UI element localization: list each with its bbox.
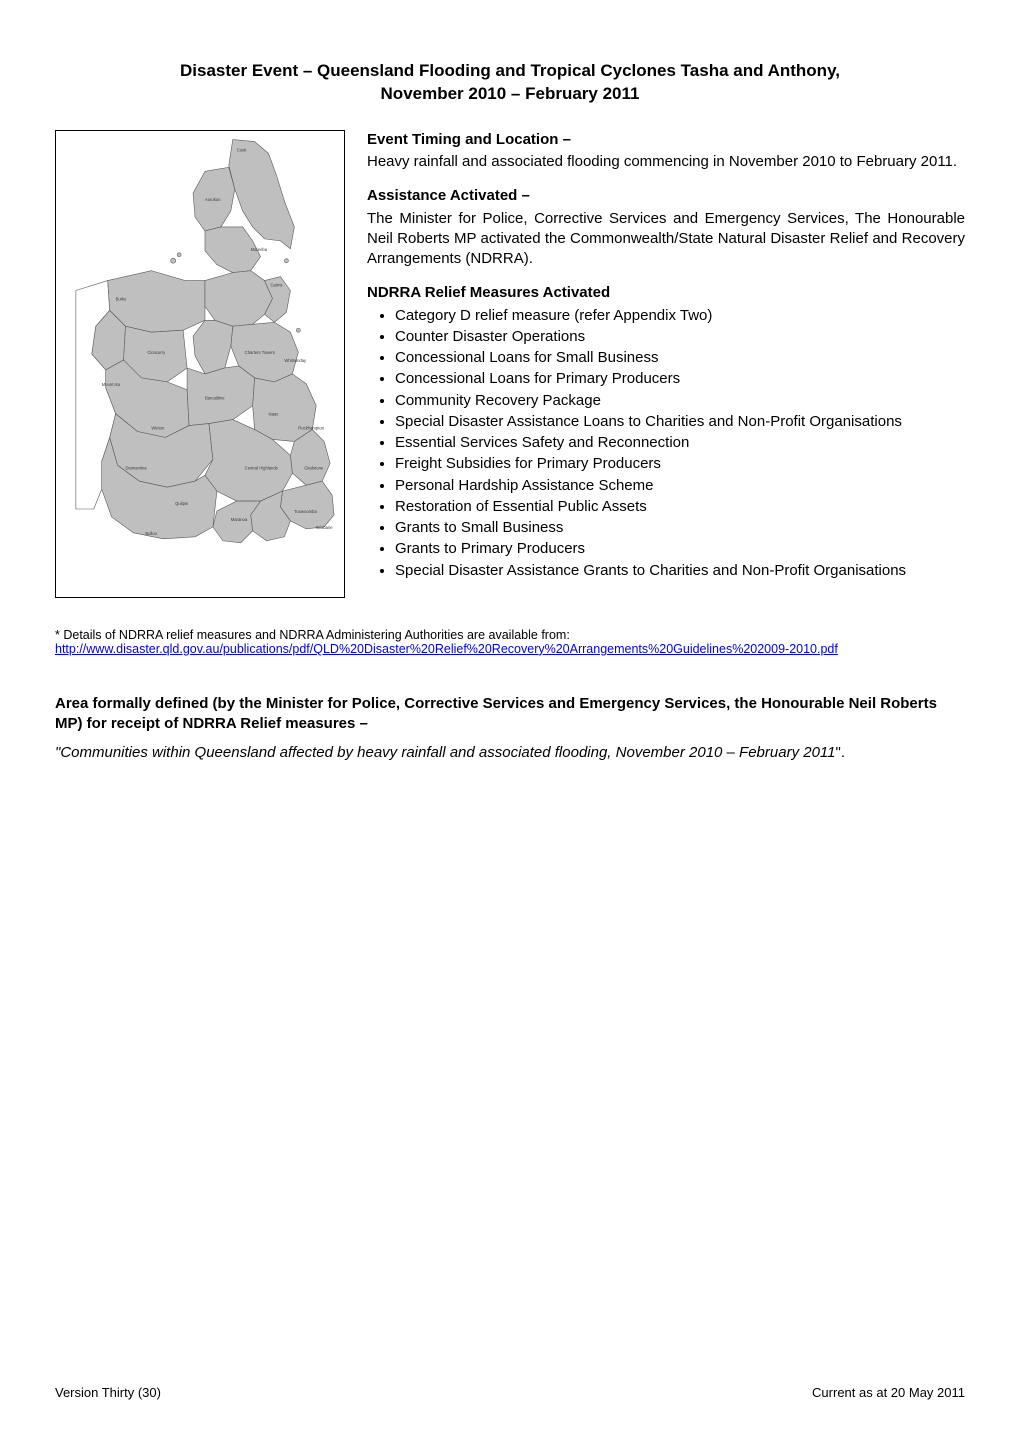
measure-item: Counter Disaster Operations [395,327,965,347]
svg-text:Isaac: Isaac [269,412,279,417]
area-body-italic: "Communities within Queensland affected … [55,744,836,761]
measure-item: Restoration of Essential Public Assets [395,497,965,517]
svg-text:Barcaldine: Barcaldine [205,396,225,401]
footer-right: Current as at 20 May 2011 [812,1385,965,1400]
svg-text:Gladstone: Gladstone [304,465,324,470]
svg-text:Bulloo: Bulloo [145,531,157,536]
svg-text:Cook: Cook [237,147,248,152]
footnote-link[interactable]: http://www.disaster.qld.gov.au/publicati… [55,642,838,656]
timing-heading: Event Timing and Location – [367,130,965,150]
area-body: "Communities within Queensland affected … [55,744,965,761]
svg-text:Quilpie: Quilpie [175,501,189,506]
measure-item: Grants to Primary Producers [395,539,965,559]
timing-body: Heavy rainfall and associated flooding c… [367,152,965,172]
title-line-2: November 2010 – February 2011 [381,84,640,103]
queensland-map: Cook Aurukun Mareeba Cairns Burke Cloncu… [55,130,345,598]
svg-text:Burke: Burke [116,296,128,301]
footer-left: Version Thirty (30) [55,1385,161,1400]
svg-text:Brisbane: Brisbane [316,525,333,530]
measure-item: Concessional Loans for Primary Producers [395,369,965,389]
measure-item: Category D relief measure (refer Appendi… [395,306,965,326]
svg-text:Aurukun: Aurukun [205,197,221,202]
measure-item: Essential Services Safety and Reconnecti… [395,433,965,453]
svg-text:Cloncurry: Cloncurry [147,350,166,355]
measure-item: Special Disaster Assistance Loans to Cha… [395,412,965,432]
assistance-heading: Assistance Activated – [367,186,965,206]
svg-text:Maranoa: Maranoa [231,517,248,522]
top-row: Cook Aurukun Mareeba Cairns Burke Cloncu… [55,130,965,598]
svg-text:Winton: Winton [151,425,165,430]
assistance-body: The Minister for Police, Corrective Serv… [367,209,965,270]
measure-item: Special Disaster Assistance Grants to Ch… [395,561,965,581]
measures-list: Category D relief measure (refer Appendi… [367,306,965,581]
footnote: * Details of NDRRA relief measures and N… [55,628,965,656]
svg-text:Rockhampton: Rockhampton [298,425,324,430]
svg-text:Mareeba: Mareeba [251,247,268,252]
measure-item: Freight Subsidies for Primary Producers [395,454,965,474]
measures-heading: NDRRA Relief Measures Activated [367,283,965,303]
measure-item: Community Recovery Package [395,391,965,411]
measure-item: Personal Hardship Assistance Scheme [395,476,965,496]
measure-item: Concessional Loans for Small Business [395,348,965,368]
area-body-tail: ". [836,744,846,761]
measure-item: Grants to Small Business [395,518,965,538]
map-svg: Cook Aurukun Mareeba Cairns Burke Cloncu… [56,131,344,597]
svg-text:Central Highlands: Central Highlands [245,465,278,470]
area-heading: Area formally defined (by the Minister f… [55,694,965,735]
svg-text:Charters Towers: Charters Towers [245,350,275,355]
svg-text:Mount Isa: Mount Isa [102,382,121,387]
page-footer: Version Thirty (30) Current as at 20 May… [55,1385,965,1400]
footnote-lead: * Details of NDRRA relief measures and N… [55,628,570,642]
svg-text:Diamantina: Diamantina [126,465,148,470]
svg-text:Whitsunday: Whitsunday [284,358,307,363]
svg-text:Cairns: Cairns [271,282,283,287]
page-title: Disaster Event – Queensland Flooding and… [55,60,965,106]
right-column: Event Timing and Location – Heavy rainfa… [367,130,965,598]
title-line-1: Disaster Event – Queensland Flooding and… [180,61,840,80]
svg-text:Toowoomba: Toowoomba [294,509,317,514]
